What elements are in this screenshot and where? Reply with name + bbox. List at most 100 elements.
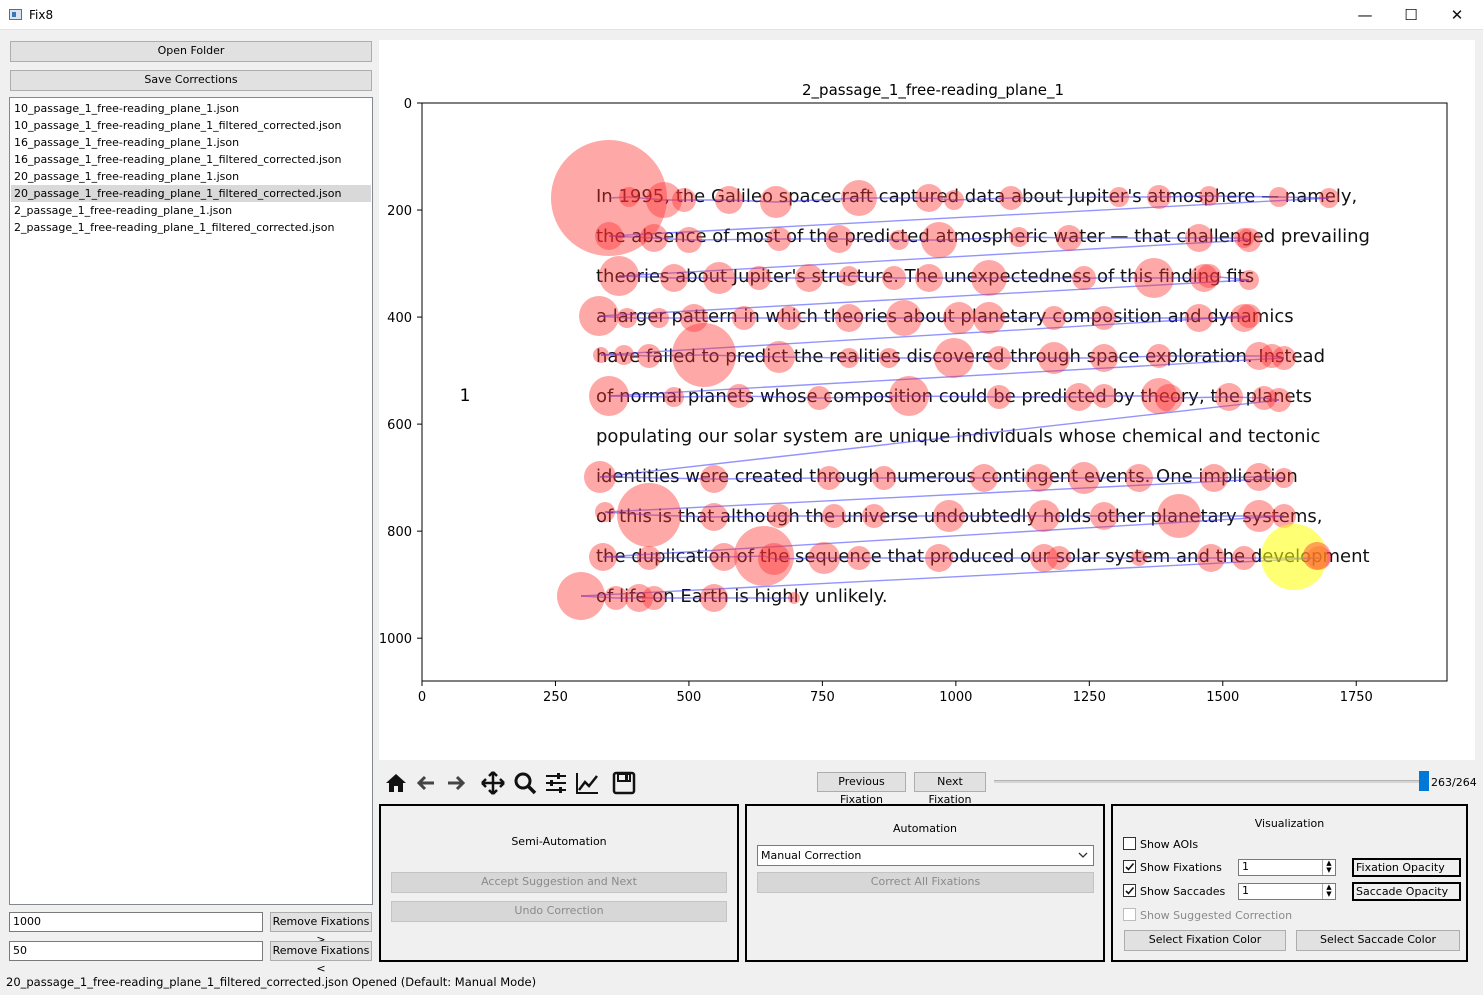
save-icon[interactable] [611,770,637,796]
fixation-circle [1215,383,1243,411]
forward-arrow-icon[interactable] [443,770,469,796]
remove-fixations-less-button[interactable]: Remove Fixations < [270,941,372,975]
file-list-item[interactable]: 2_passage_1_free-reading_plane_1.json [14,204,233,217]
accept-suggestion-button[interactable]: Accept Suggestion and Next [391,872,727,893]
home-icon[interactable] [383,770,409,796]
remove-less-threshold-input[interactable]: 50 [9,941,263,961]
file-list-item[interactable]: 10_passage_1_free-reading_plane_1_filter… [14,119,342,132]
fixation-circle [727,384,751,408]
fixation-circle [788,592,800,604]
fixation-circle [700,465,728,493]
file-list-item[interactable]: 20_passage_1_free-reading_plane_1.json [14,170,240,183]
plot-canvas[interactable]: 2_passage_1_free-reading_plane_1 1 In 19… [379,40,1475,760]
saccade-line [938,236,1020,241]
saccade-line [608,395,675,398]
x-tick-label: 1750 [1340,690,1373,705]
fixation-circle [589,543,617,571]
file-list-item[interactable]: 16_passage_1_free-reading_plane_1.json [14,136,240,149]
fixation-circle [987,346,1011,370]
fixation-circle [1269,187,1289,207]
passage-line: a larger pattern in which theories about… [596,306,1294,327]
fixation-circle [1252,386,1276,410]
fixation-circle [1092,306,1116,330]
show-fixations-checkbox[interactable] [1123,860,1136,873]
close-button[interactable]: ✕ [1450,6,1464,24]
saccade-line [580,557,1320,597]
fixation-slider-track[interactable] [994,780,1426,783]
fixation-circle [1092,384,1116,408]
configure-subplots-icon[interactable] [543,770,569,796]
fixation-circle [817,466,841,490]
select-saccade-color-button[interactable]: Select Saccade Color [1296,930,1460,951]
saccade-line [608,357,1285,397]
fixation-circle [715,186,743,214]
saccade-opacity-spinbox[interactable]: 1 [1238,883,1336,900]
fixation-circle [1245,463,1273,491]
saccade-line [1158,395,1170,399]
previous-fixation-button[interactable]: Previous Fixation [817,772,906,806]
fixation-circle [970,464,998,492]
fixation-circle [584,461,616,493]
fixation-circle [807,386,831,410]
y-tick-label: 1000 [379,632,412,647]
fixation-opacity-spinbox[interactable]: 1 [1238,859,1336,876]
spin-arrows-icon[interactable]: ▲ ▼ [1322,860,1335,875]
fixation-circle [1009,227,1029,247]
saccade-line [1208,275,1250,281]
next-fixation-button[interactable]: Next Fixation [914,772,986,806]
correct-all-fixations-button[interactable]: Correct All Fixations [757,872,1094,893]
saccade-line [608,196,630,199]
fixation-circle [1243,500,1275,532]
select-fixation-color-button[interactable]: Select Fixation Color [1124,930,1286,951]
fixation-circle [882,266,906,290]
fixation-plot[interactable]: 2_passage_1_free-reading_plane_1 1 In 19… [379,40,1475,760]
fixation-circle [925,544,953,572]
zoom-icon[interactable] [512,770,538,796]
fixation-circles [551,140,1339,620]
back-arrow-icon[interactable] [413,770,439,796]
fixation-slider-handle[interactable] [1419,771,1430,791]
x-tick-label: 1500 [1206,690,1239,705]
show-saccades-checkbox[interactable] [1123,884,1136,897]
saccade-line [738,395,820,399]
undo-correction-button[interactable]: Undo Correction [391,901,727,922]
show-aois-checkbox[interactable] [1123,837,1136,850]
show-suggested-correction-checkbox[interactable] [1123,908,1136,921]
minimize-button[interactable]: — [1357,6,1373,24]
file-list-item[interactable]: 2_passage_1_free-reading_plane_1_filtere… [14,221,335,234]
y-tick-label: 600 [387,418,412,433]
fixation-circle [847,546,871,570]
file-list-item-selected[interactable]: 20_passage_1_free-reading_plane_1_filter… [11,185,371,202]
correction-mode-select[interactable]: Manual Correction [757,845,1094,866]
fixation-circle [589,376,629,416]
fixation-circle [672,323,736,387]
fixation-circle [1072,266,1096,290]
fixation-progress-label: 263/264 [1431,776,1477,789]
remove-fixations-greater-button[interactable]: Remove Fixations > [270,912,372,946]
saccade-line [648,354,705,357]
spin-arrows-icon[interactable]: ▲ ▼ [1322,884,1335,899]
fixation-circle [944,190,964,210]
saccade-line [848,275,895,279]
saccade-line [653,237,690,241]
remove-greater-threshold-input[interactable]: 1000 [9,912,263,932]
fixation-circle [879,348,899,368]
x-tick-label: 500 [677,690,702,705]
fixation-circle [1147,344,1171,368]
fixation-circle [1141,378,1177,414]
saccade-line [713,477,830,480]
open-folder-button[interactable]: Open Folder [10,41,372,62]
fixation-circle [1230,304,1258,332]
semi-automation-title: Semi-Automation [511,835,607,848]
file-list-item[interactable]: 10_passage_1_free-reading_plane_1.json [14,102,240,115]
save-corrections-button[interactable]: Save Corrections [10,70,372,91]
file-list[interactable]: 10_passage_1_free-reading_plane_1.json 1… [9,97,373,905]
maximize-button[interactable]: ☐ [1404,6,1418,24]
file-list-item[interactable]: 16_passage_1_free-reading_plane_1_filter… [14,153,342,166]
pan-icon[interactable] [480,770,506,796]
edit-axis-icon[interactable] [574,770,600,796]
fixation-circle [933,500,965,532]
saccade-line [908,395,1000,398]
fixation-circle [599,256,639,296]
show-suggested-correction-label: Show Suggested Correction [1140,909,1293,922]
